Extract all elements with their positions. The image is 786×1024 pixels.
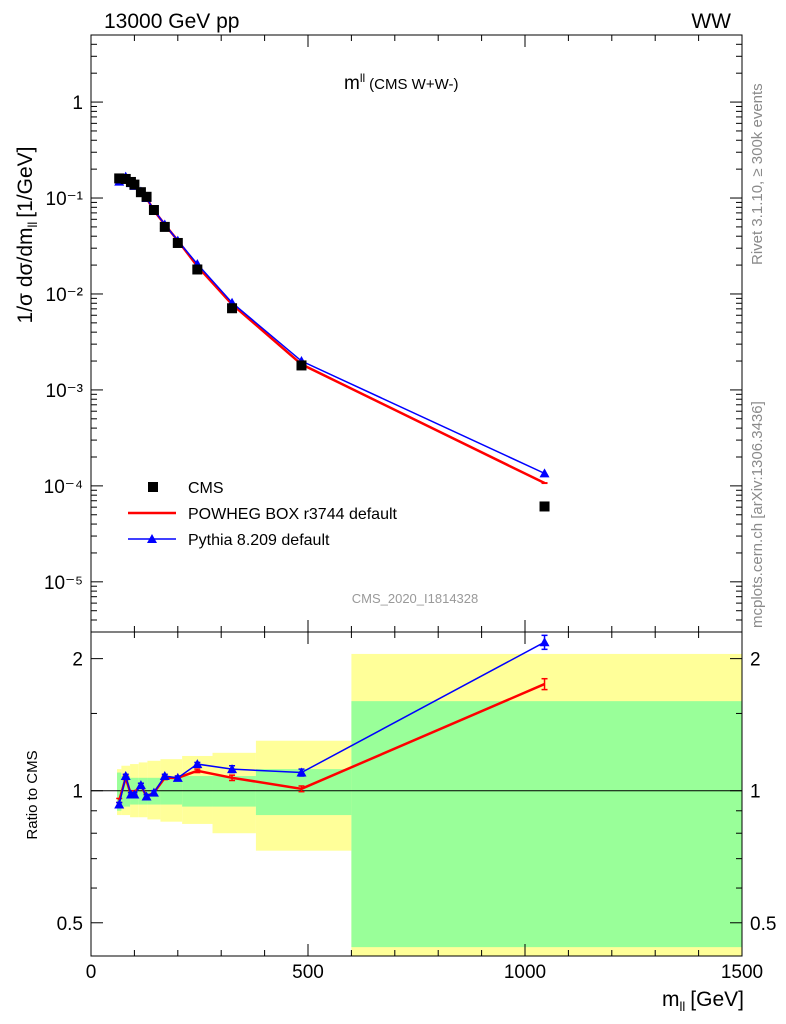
ratio-pythia-point xyxy=(227,764,238,774)
x-tick-label: 1000 xyxy=(504,962,546,983)
y-tick-label: 10⁻¹ xyxy=(46,189,84,210)
header-beam: 13000 GeV pp xyxy=(104,10,239,33)
series-line xyxy=(118,176,546,485)
ratio-pythia-point xyxy=(120,771,131,781)
ratio-pythia-point xyxy=(172,772,183,782)
ratio-y-tick-label-right: 1 xyxy=(750,782,761,803)
ratio-y-tick-label-right: 0.5 xyxy=(750,914,776,935)
cms-data-point xyxy=(120,173,131,184)
mcplots-label: mcplots.cern.ch [arXiv:1306.3436] xyxy=(749,401,766,628)
y-tick-label: 10⁻³ xyxy=(46,381,84,402)
cms-data-point xyxy=(159,221,170,232)
legend-label: CMS xyxy=(188,480,224,497)
legend-pythia-marker xyxy=(147,534,157,543)
ratio-pythia-point xyxy=(148,787,159,797)
ratio-pythia-point xyxy=(192,759,203,769)
series-line xyxy=(118,175,545,475)
x-tick-label: 500 xyxy=(292,962,324,983)
y-tick-label: 10⁻⁵ xyxy=(44,573,83,594)
legend: CMS POWHEG BOX r3744 default Pythia 8.209 … xyxy=(128,480,398,549)
legend-label: POWHEG BOX r3744 default xyxy=(188,506,398,523)
ratio-pythia-point xyxy=(129,789,140,799)
ratio-y-axis-label: Ratio to CMS xyxy=(24,750,41,839)
main-panel: 10⁻⁵ 10⁻⁴ 10⁻³ 10⁻² 10⁻¹ 1 xyxy=(44,34,743,633)
rivet-label: Rivet 3.1.10, ≥ 300k events xyxy=(749,83,766,265)
cms-data-point xyxy=(114,173,125,184)
legend-label: Pythia 8.209 default xyxy=(188,532,330,549)
cms-data-point xyxy=(227,303,238,314)
analysis-label: CMS_2020_I1814328 xyxy=(352,591,479,606)
x-tick-label: 0 xyxy=(86,962,97,983)
y-tick-label: 10⁻⁴ xyxy=(44,477,83,498)
uncertainty-band-inner xyxy=(121,776,131,807)
y-tick-label: 1 xyxy=(72,93,83,114)
cms-data-point xyxy=(172,237,183,248)
main-title: mll (CMS W+W-) xyxy=(344,71,458,94)
main-y-axis-label: 1/σ dσ/dmll[1/GeV] xyxy=(14,147,40,324)
ratio-pythia-point xyxy=(135,780,146,790)
ratio-pythia-point xyxy=(159,771,170,781)
ratio-pythia-point xyxy=(539,637,550,647)
uncertainty-band-inner xyxy=(117,772,122,811)
x-axis-label: mll [GeV] xyxy=(662,988,744,1014)
y-tick-label: 10⁻² xyxy=(46,285,84,306)
ratio-y-tick-label: 2 xyxy=(72,650,83,671)
ratio-y-tick-label: 1 xyxy=(72,782,83,803)
legend-cms-marker xyxy=(148,482,158,492)
uncertainty-band-inner xyxy=(182,776,213,807)
ratio-y-tick-label-right: 2 xyxy=(750,650,761,671)
ratio-frame xyxy=(90,631,743,957)
cms-data-point xyxy=(148,205,159,216)
cms-data-point xyxy=(141,191,152,202)
header-process: WW xyxy=(691,10,731,33)
cms-data-point xyxy=(296,360,307,371)
uncertainty-band-inner xyxy=(351,701,742,948)
ratio-panel: 0.5 0.5 1 1 2 2 0 500 1000 1500 xyxy=(57,631,776,983)
ratio-y-tick-label: 0.5 xyxy=(57,914,83,935)
cms-data-point xyxy=(192,264,203,275)
cms-data-point xyxy=(135,187,146,198)
cms-data-point xyxy=(129,179,140,190)
ratio-pythia-point xyxy=(141,791,152,801)
ratio-pythia-point xyxy=(296,767,307,777)
ratio-pythia-point xyxy=(114,799,125,809)
pythia-point xyxy=(539,468,550,478)
cms-data-point xyxy=(539,501,550,512)
x-tick-label: 1500 xyxy=(721,962,763,983)
